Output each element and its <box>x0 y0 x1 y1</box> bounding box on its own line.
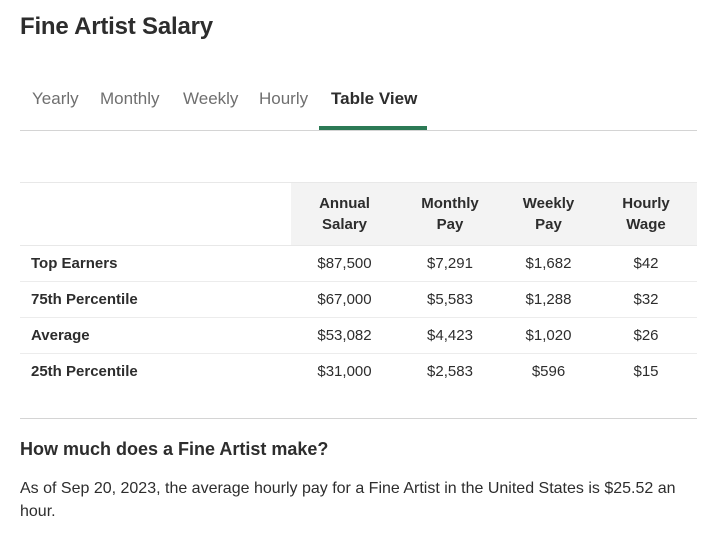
tab-weekly[interactable]: Weekly <box>183 89 239 108</box>
hourly-wage-cell: $26 <box>595 317 697 354</box>
column-header-weekly-pay: Weekly Pay <box>502 182 595 246</box>
table-header-blank <box>20 182 291 246</box>
row-label: Average <box>20 317 291 354</box>
salary-table: Annual Salary Monthly Pay Weekly Pay Hou… <box>20 182 697 389</box>
column-header-line: Wage <box>626 216 666 233</box>
column-header-line: Weekly <box>522 195 575 212</box>
column-header-hourly-wage: Hourly Wage <box>595 182 697 246</box>
table-row: Top Earners $87,500 $7,291 $1,682 $42 <box>20 245 697 282</box>
faq-question: How much does a Fine Artist make? <box>20 439 329 459</box>
column-header-line: Annual <box>319 195 370 212</box>
hourly-wage-cell: $15 <box>633 363 659 380</box>
weekly-pay-cell: $596 <box>531 363 566 380</box>
column-header-line: Pay <box>535 216 562 233</box>
weekly-pay-cell: $1,020 <box>502 317 595 354</box>
tab-yearly[interactable]: Yearly <box>32 89 79 108</box>
weekly-pay-cell: $1,288 <box>502 281 595 318</box>
weekly-pay-cell: $1,682 <box>502 245 595 282</box>
tab-monthly[interactable]: Monthly <box>100 89 160 108</box>
table-header-row: Annual Salary Monthly Pay Weekly Pay Hou… <box>20 182 697 246</box>
monthly-pay-cell: $5,583 <box>398 281 502 318</box>
tab-hourly[interactable]: Hourly <box>259 89 309 108</box>
column-header-line: Hourly <box>622 195 670 212</box>
column-header-monthly-pay: Monthly Pay <box>398 182 502 246</box>
active-tab-indicator <box>319 126 427 130</box>
monthly-pay-cell: $7,291 <box>398 245 502 282</box>
column-header-annual-salary: Annual Salary <box>291 182 398 246</box>
table-row: 25th Percentile $31,000 $2,583 $596 $15 <box>20 354 697 390</box>
annual-salary-cell: $67,000 <box>291 281 398 318</box>
annual-salary-cell: $53,082 <box>291 317 398 354</box>
table-row: Average $53,082 $4,423 $1,020 $26 <box>20 317 697 354</box>
page-title: Fine Artist Salary <box>20 13 213 40</box>
row-label: 75th Percentile <box>20 281 291 318</box>
column-header-line: Salary <box>321 216 368 233</box>
monthly-pay-cell: $4,423 <box>398 317 502 354</box>
tab-table-view[interactable]: Table View <box>331 89 418 108</box>
monthly-pay-cell: $2,583 <box>427 363 473 380</box>
annual-salary-cell: $87,500 <box>291 245 398 282</box>
hourly-wage-cell: $42 <box>595 245 697 282</box>
column-header-line: Pay <box>436 216 464 233</box>
faq-answer: As of Sep 20, 2023, the average hourly p… <box>20 480 676 520</box>
row-label: Top Earners <box>20 245 291 282</box>
annual-salary-cell: $31,000 <box>317 363 372 380</box>
hourly-wage-cell: $32 <box>595 281 697 318</box>
row-label: 25th Percentile <box>31 363 138 380</box>
table-row: 75th Percentile $67,000 $5,583 $1,288 $3… <box>20 281 697 318</box>
section-divider <box>20 418 697 419</box>
column-header-line: Monthly <box>421 195 479 212</box>
salary-tabs: Yearly Monthly Weekly Hourly Table View <box>20 78 697 131</box>
